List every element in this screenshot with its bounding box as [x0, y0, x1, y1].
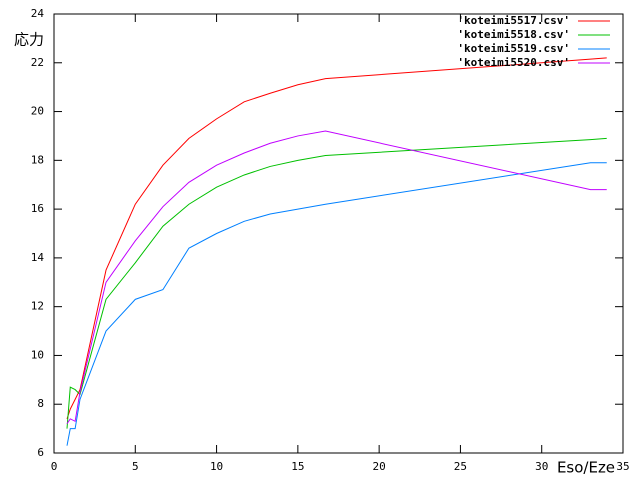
legend-label: 'koteimi5518.csv' [457, 28, 570, 41]
x-tick-label: 15 [291, 460, 304, 473]
y-axis-label: 応力 [14, 31, 44, 49]
y-tick-label: 20 [31, 105, 44, 118]
legend-label: 'koteimi5519.csv' [457, 42, 570, 55]
series-line [66, 137, 607, 429]
x-tick-label: 20 [373, 460, 386, 473]
x-tick-label: 10 [210, 460, 223, 473]
x-tick-label: 25 [454, 460, 467, 473]
y-tick-label: 8 [37, 397, 44, 410]
x-tick-label: 30 [535, 460, 548, 473]
series-line [66, 130, 607, 425]
x-tick-label: 0 [51, 460, 58, 473]
legend-label: 'koteimi5520.csv' [457, 56, 570, 69]
y-tick-label: 18 [31, 153, 44, 166]
x-tick-label: 35 [616, 460, 629, 473]
plot-frame [53, 13, 624, 454]
y-tick-label: 12 [31, 300, 44, 313]
y-tick-label: 16 [31, 202, 44, 215]
series-line [66, 57, 607, 420]
x-tick-label: 5 [132, 460, 139, 473]
y-tick-label: 6 [37, 446, 44, 459]
y-tick-label: 14 [31, 251, 45, 264]
y-tick-label: 24 [31, 7, 45, 20]
y-tick-label: 10 [31, 348, 44, 361]
x-axis-label: Eso/Eze [557, 459, 615, 477]
series-line [66, 162, 607, 446]
legend-label: 'koteimi5517.csv' [457, 14, 570, 27]
y-tick-label: 22 [31, 56, 44, 69]
